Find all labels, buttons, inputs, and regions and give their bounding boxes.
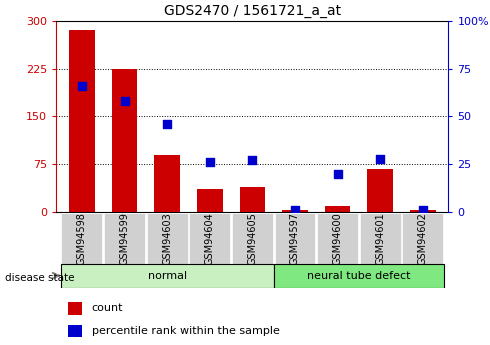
FancyBboxPatch shape <box>147 213 188 264</box>
Point <box>163 121 171 127</box>
Text: GSM94600: GSM94600 <box>333 212 343 265</box>
Point <box>78 83 86 89</box>
FancyBboxPatch shape <box>189 213 230 264</box>
Text: GSM94599: GSM94599 <box>120 212 129 265</box>
Point <box>334 171 342 177</box>
Bar <box>410 210 436 212</box>
Text: GSM94597: GSM94597 <box>290 212 300 265</box>
Point <box>419 207 427 213</box>
FancyBboxPatch shape <box>274 213 316 264</box>
Bar <box>154 155 180 212</box>
Point <box>206 160 214 165</box>
Point <box>248 158 256 163</box>
Bar <box>68 302 82 315</box>
Point <box>291 207 299 213</box>
FancyBboxPatch shape <box>402 213 443 264</box>
FancyBboxPatch shape <box>104 213 145 264</box>
Text: percentile rank within the sample: percentile rank within the sample <box>92 326 279 336</box>
Text: neural tube defect: neural tube defect <box>307 271 411 280</box>
FancyBboxPatch shape <box>61 213 102 264</box>
Point <box>376 156 384 161</box>
Text: count: count <box>92 303 123 313</box>
FancyBboxPatch shape <box>317 213 358 264</box>
Point <box>121 98 128 104</box>
Bar <box>282 210 308 212</box>
Text: GSM94604: GSM94604 <box>205 212 215 265</box>
FancyBboxPatch shape <box>360 213 401 264</box>
Bar <box>112 69 137 212</box>
Text: disease state: disease state <box>5 273 74 283</box>
FancyBboxPatch shape <box>273 264 444 288</box>
FancyBboxPatch shape <box>232 213 273 264</box>
Text: GSM94601: GSM94601 <box>375 212 385 265</box>
Bar <box>368 169 393 212</box>
Text: GSM94605: GSM94605 <box>247 212 257 265</box>
Bar <box>68 325 82 337</box>
FancyBboxPatch shape <box>61 264 273 288</box>
Bar <box>197 189 222 212</box>
Title: GDS2470 / 1561721_a_at: GDS2470 / 1561721_a_at <box>164 4 341 18</box>
Text: GSM94598: GSM94598 <box>77 212 87 265</box>
Text: GSM94602: GSM94602 <box>418 212 428 265</box>
Bar <box>325 206 350 212</box>
Bar <box>240 187 265 212</box>
Text: normal: normal <box>147 271 187 280</box>
Bar <box>69 30 95 212</box>
Text: GSM94603: GSM94603 <box>162 212 172 265</box>
